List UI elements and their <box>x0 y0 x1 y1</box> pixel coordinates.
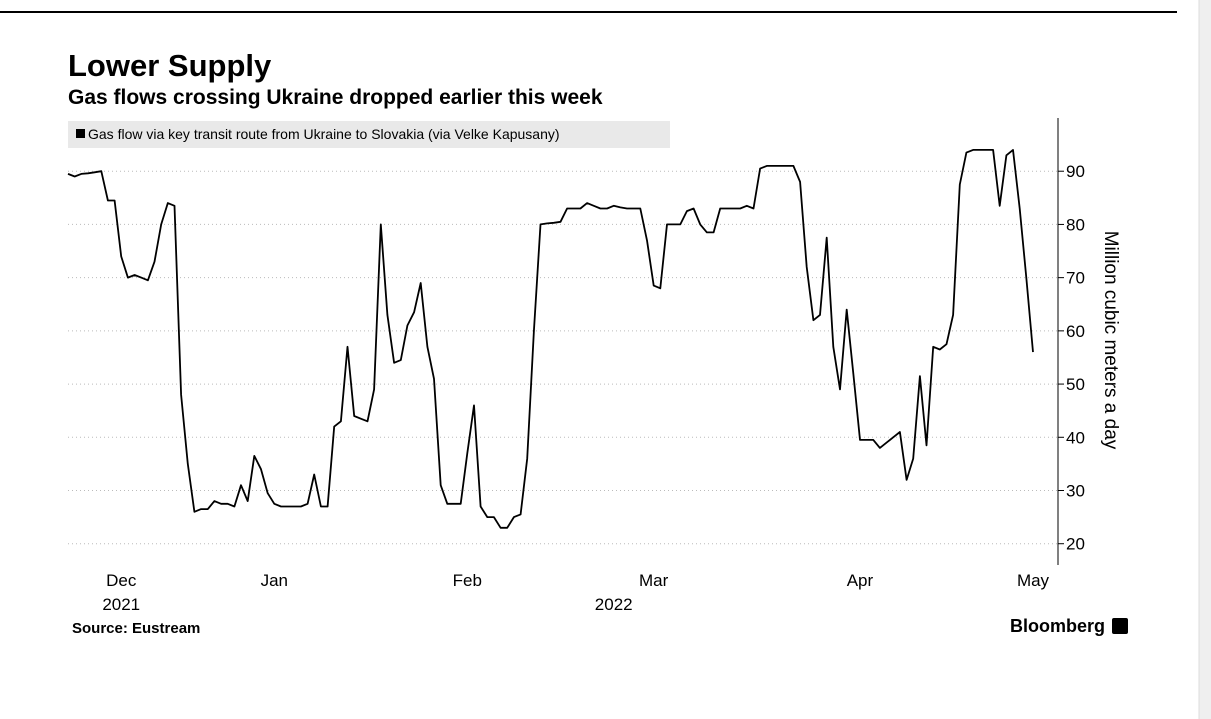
y-tick-label: 90 <box>1066 162 1085 181</box>
x-tick-label: Jan <box>261 571 288 590</box>
y-tick-label: 60 <box>1066 322 1085 341</box>
y-tick-label: 50 <box>1066 375 1085 394</box>
x-year-label: 2021 <box>102 595 140 614</box>
brand: Bloomberg <box>1010 616 1105 636</box>
scrollbar <box>1199 0 1211 719</box>
y-axis-title: Million cubic meters a day <box>1100 231 1121 450</box>
legend-box <box>68 121 670 148</box>
x-tick-label: Mar <box>639 571 669 590</box>
chart-title: Lower Supply <box>68 48 272 83</box>
x-tick-label: May <box>1017 571 1050 590</box>
y-tick-label: 80 <box>1066 215 1085 234</box>
x-tick-label: Feb <box>453 571 482 590</box>
x-tick-label: Dec <box>106 571 137 590</box>
x-tick-label: Apr <box>847 571 874 590</box>
brand-logo <box>1112 618 1128 634</box>
line-series <box>67 149 1034 529</box>
y-tick-label: 70 <box>1066 269 1085 288</box>
chart-subtitle: Gas flows crossing Ukraine dropped earli… <box>68 86 603 109</box>
source: Source: Eustream <box>72 620 200 637</box>
legend-swatch <box>76 129 85 138</box>
x-year-label: 2022 <box>595 595 633 614</box>
y-tick-label: 20 <box>1066 535 1085 554</box>
y-tick-label: 30 <box>1066 482 1085 501</box>
y-tick-label: 40 <box>1066 428 1085 447</box>
legend-label: Gas flow via key transit route from Ukra… <box>88 126 560 142</box>
